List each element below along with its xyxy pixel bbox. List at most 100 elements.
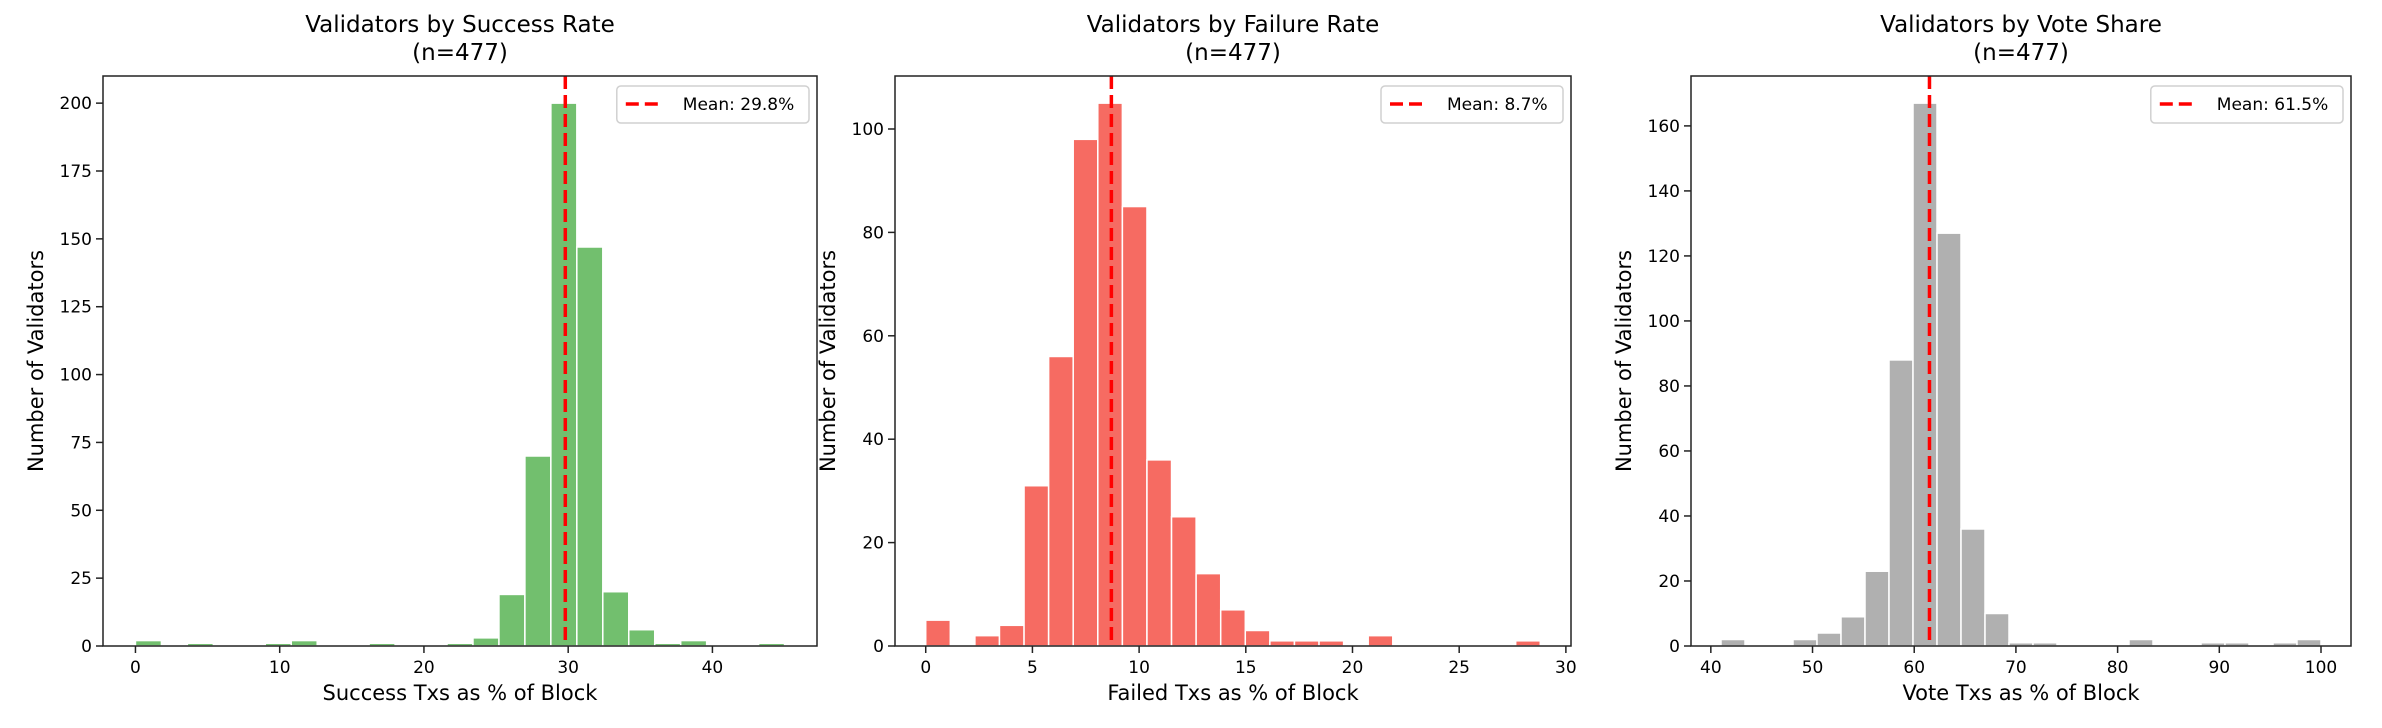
y-tick-label: 160 [1648,117,1680,137]
y-tick-label: 60 [862,327,884,347]
histogram-bar [1367,634,1394,647]
x-tick-label: 25 [1448,658,1470,678]
legend: Mean: 61.5% [2150,85,2344,124]
histogram-bar [290,639,318,647]
y-tick-label: 50 [70,501,92,521]
histogram-bar [472,637,500,647]
histogram-bar [1269,640,1296,647]
x-tick-label: 20 [1342,658,1364,678]
histogram-bar [1888,359,1914,647]
legend-label: Mean: 61.5% [2217,95,2328,115]
histogram-bar [1912,102,1938,647]
legend-label: Mean: 29.8% [683,95,794,115]
histogram-bar [1097,102,1124,647]
y-tick-label: 20 [862,534,884,554]
x-axis-label: Failed Txs as % of Block [1107,681,1359,705]
histogram-bar [1840,615,1866,647]
histogram-bar [1121,205,1148,647]
histogram-bar [1146,459,1173,647]
x-tick-label: 80 [2107,658,2129,678]
histogram-bar [1047,355,1074,647]
histogram-bar [1720,638,1746,647]
histogram-bar [1318,640,1345,647]
histogram-bar [1219,609,1247,647]
histogram-bar [1514,640,1542,647]
histogram-bar [1072,138,1099,647]
y-tick-label: 0 [873,637,884,657]
x-tick-label: 30 [1555,658,1577,678]
y-tick-label: 75 [70,433,92,453]
histogram-bar [924,619,952,647]
y-tick-label: 150 [60,230,92,250]
histogram-bar [998,624,1025,647]
x-axis-label: Success Txs as % of Block [323,681,599,705]
x-tick-label: 40 [1700,658,1722,678]
legend: Mean: 29.8% [616,85,810,124]
x-tick-label: 5 [1027,658,1038,678]
chart-subtitle: (n=477) [412,40,508,66]
y-tick-label: 40 [1658,507,1680,527]
x-tick-label: 60 [1903,658,1925,678]
histogram-bar [1293,640,1320,647]
histogram-bar [576,246,604,647]
x-tick-label: 50 [1802,658,1824,678]
legend-label: Mean: 8.7% [1447,95,1548,115]
histogram-bar [134,639,163,647]
histogram-bar [1792,638,1818,647]
y-tick-label: 100 [852,120,884,140]
chart-3: 40 50 60 70 80 90 100 0 20 40 60 80 100 120 140 160 Vali… [1612,12,2352,705]
y-axis-label: Number of Validators [1612,250,1636,472]
histogram-bar [1195,572,1222,647]
x-tick-label: 70 [2005,658,2027,678]
histogram-bar [1984,612,2010,647]
y-tick-label: 80 [862,223,884,243]
histogram-bar [2128,638,2154,647]
histogram-bar [550,102,578,647]
chart-subtitle: (n=477) [1973,40,2069,66]
y-tick-label: 80 [1658,377,1680,397]
axes-frame [894,75,1572,647]
histogram-bar [1936,232,1962,647]
histogram-bar [1170,515,1197,647]
legend-box [1380,85,1564,124]
histogram-bar [524,455,552,647]
x-tick-label: 0 [130,658,141,678]
chart-2: 0 5 10 15 20 25 30 0 20 40 60 80 100 Validators by Fa… [816,12,1577,705]
histogram-bar [2296,638,2322,647]
y-axis-label: Number of Validators [24,250,48,472]
histogram-bar [974,634,1001,647]
y-tick-label: 120 [1648,247,1680,267]
histogram-bar [602,590,630,647]
chart-title: Validators by Success Rate [305,12,615,38]
x-tick-label: 10 [1128,658,1150,678]
x-tick-label: 100 [2305,658,2337,678]
chart-1: 0 10 20 30 40 0 25 50 75 100 125 150 175 200 Validator… [24,12,818,705]
histogram-bar [1023,484,1050,647]
histogram-bar [628,628,656,647]
histogram-bar [679,639,708,647]
histogram-bar [1960,528,1986,647]
x-tick-label: 10 [269,658,291,678]
y-tick-label: 25 [70,569,92,589]
x-tick-label: 40 [702,658,724,678]
legend: Mean: 8.7% [1380,85,1564,124]
y-tick-label: 100 [60,366,92,386]
axes-frame [102,75,818,647]
y-tick-label: 60 [1658,442,1680,462]
y-tick-label: 0 [1669,637,1680,657]
axes-frame [1690,75,2352,647]
histogram-bar [1864,570,1890,647]
chart-title: Validators by Failure Rate [1087,12,1380,38]
x-tick-label: 15 [1235,658,1257,678]
y-tick-label: 20 [1658,572,1680,592]
y-tick-label: 0 [81,637,92,657]
y-axis-label: Number of Validators [816,250,840,472]
chart-title: Validators by Vote Share [1880,12,2162,38]
legend-box [616,85,810,124]
histogram-bar [1244,629,1271,647]
x-tick-label: 0 [920,658,931,678]
histogram-bar [498,593,526,647]
y-tick-label: 100 [1648,312,1680,332]
histogram-bar [1816,632,1842,647]
